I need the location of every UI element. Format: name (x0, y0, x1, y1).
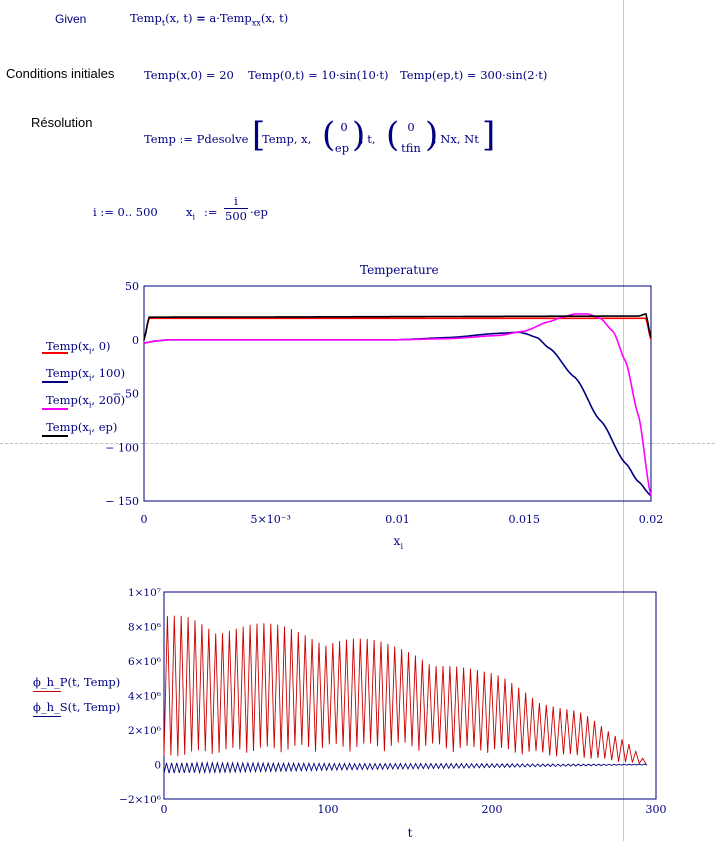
x-axis-label: t (408, 826, 413, 840)
x-def-tail: ·ep (250, 205, 268, 219)
series-line (143, 317, 652, 341)
x-tick-label: 5×10⁻³ (251, 513, 291, 526)
series-line-phi-s (163, 761, 648, 775)
x-tick-label: 0 (161, 803, 168, 816)
legend-phi-s: ϕ_h_S(t, Temp) (33, 700, 121, 714)
legend-swatch-temp-200 (42, 408, 68, 410)
legend-swatch-temp-ep (42, 435, 68, 437)
y-tick-label: 4×10⁶ (128, 691, 161, 703)
y-tick-label: 0 (132, 334, 139, 347)
legend-temp-100: Temp(xi, 100) (46, 366, 126, 383)
y-tick-label: 1×10⁷ (128, 587, 161, 599)
y-tick-label: − 150 (105, 495, 139, 508)
condition-right-boundary[interactable]: Temp(ep,t) = 300·sin(2·t) (400, 68, 548, 82)
condition-left-boundary[interactable]: Temp(0,t) = 10·sin(10·t) (248, 68, 389, 82)
y-tick-label: −2×10⁶ (119, 794, 161, 806)
pdesolve-arg-a: Temp, x, (262, 132, 312, 146)
x-def-lhs: x (186, 205, 193, 219)
y-tick-label: 2×10⁶ (128, 725, 161, 737)
pdesolve-lhs: Temp := Pdesolve (144, 132, 249, 146)
pdesolve-arg-b: , t, (360, 132, 376, 146)
legend-swatch-phi-p (33, 691, 61, 692)
x-def-sub: i (192, 212, 196, 222)
legend-swatch-temp-0 (42, 352, 68, 354)
range-definition[interactable]: i := 0.. 500 (93, 205, 158, 219)
page-break-horizontal (0, 443, 715, 444)
chart-temperature-title: Temperature (360, 263, 439, 277)
x-tick-label: 300 (646, 803, 667, 816)
y-tick-label: 8×10⁶ (128, 622, 161, 634)
y-tick-label: − 50 (112, 388, 139, 401)
page-boundary-vertical (623, 0, 624, 841)
series-line (143, 331, 652, 497)
y-tick-label: 6×10⁶ (128, 656, 161, 668)
given-equation[interactable]: Tempt(x, t) = a·Tempxx(x, t) (130, 11, 289, 28)
x-tick-label: 0.01 (385, 513, 410, 526)
given-label: Given (55, 12, 87, 26)
legend-swatch-phi-s (33, 716, 61, 717)
y-tick-label: − 100 (105, 441, 139, 454)
legend-temp-200: Temp(xi, 200) (46, 393, 126, 410)
pdesolve-v1-bot: ep (334, 141, 350, 155)
legend-phi-p: ϕ_h_P(t, Temp) (33, 675, 121, 689)
pdesolve-v2-top: 0 (407, 120, 415, 134)
x-axis-label: x (394, 534, 401, 548)
x-axis-label-sub: i (401, 542, 404, 551)
x-def-den: 500 (225, 209, 247, 223)
condition-initial[interactable]: Temp(x,0) = 20 (144, 68, 234, 82)
x-tick-label: 100 (318, 803, 339, 816)
pdesolve-v2-bot: tfin (401, 141, 421, 155)
x-def-num: i (234, 194, 238, 208)
legend-swatch-temp-100 (42, 381, 68, 383)
y-tick-label: 50 (125, 280, 139, 293)
pdesolve-v1-top: 0 (340, 120, 348, 134)
plot-frame (163, 591, 657, 800)
x-tick-label: 200 (482, 803, 503, 816)
series-line (143, 312, 652, 340)
series-line (143, 313, 652, 496)
resolution-label: Résolution (31, 115, 93, 130)
x-tick-label: 0 (141, 513, 148, 526)
conditions-label: Conditions initiales (6, 66, 115, 81)
x-tick-label: 0.015 (509, 513, 541, 526)
pdesolve-arg-c: , Nx, Nt (433, 132, 479, 146)
plot-frame (143, 285, 652, 502)
legend-temp-0: Temp(xi, 0) (46, 339, 111, 356)
legend-temp-ep: Temp(xi, ep) (46, 420, 118, 437)
series-line-phi-p (163, 615, 647, 765)
y-tick-label: 0 (154, 760, 161, 772)
x-tick-label: 0.02 (639, 513, 664, 526)
